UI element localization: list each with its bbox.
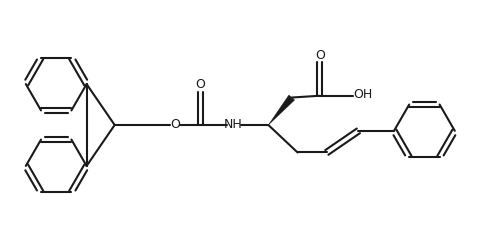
Text: O: O [170,118,180,132]
Text: O: O [316,49,325,62]
Text: OH: OH [353,88,372,101]
Polygon shape [268,95,295,125]
Text: O: O [196,78,206,91]
Text: NH: NH [224,118,242,132]
